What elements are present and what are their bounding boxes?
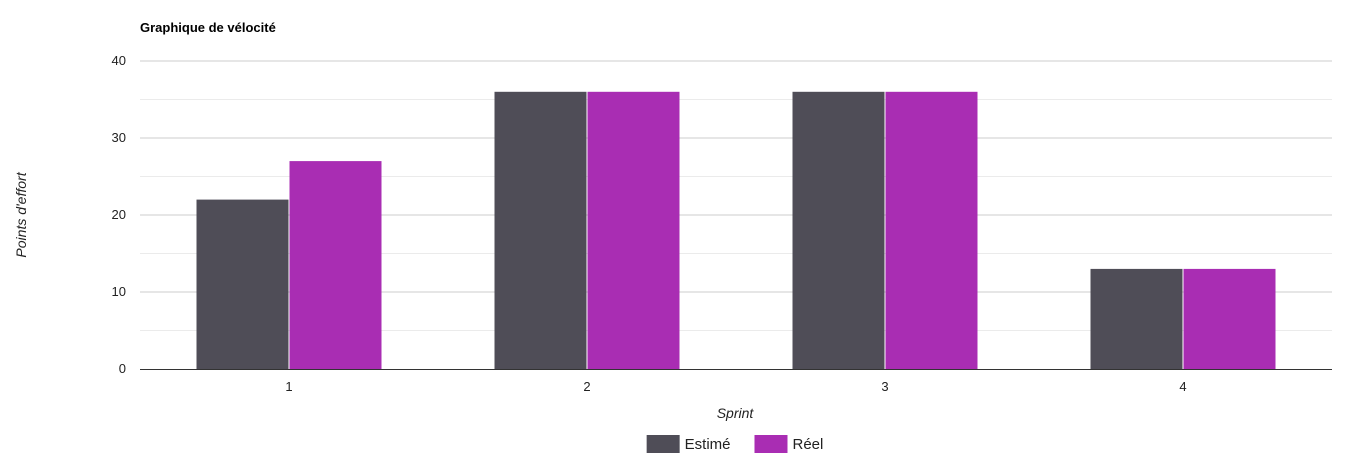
x-axis-ticks: 1 2 3 4 xyxy=(285,379,1186,394)
legend-swatch xyxy=(646,435,680,453)
legend-label: Estimé xyxy=(685,436,731,453)
x-axis-label: Sprint xyxy=(717,405,755,421)
chart-title: Graphique de vélocité xyxy=(140,20,276,35)
y-tick-label: 20 xyxy=(112,207,126,222)
legend-label: Réel xyxy=(792,436,823,453)
bar-reel-sprint-2 xyxy=(587,91,680,370)
y-tick-label: 30 xyxy=(112,130,126,145)
bar-reel-sprint-3 xyxy=(885,91,978,370)
x-tick-label: 3 xyxy=(881,379,888,394)
legend-swatch xyxy=(754,435,788,453)
bar-estime-sprint-4 xyxy=(1090,268,1183,369)
bar-estime-sprint-3 xyxy=(792,91,885,370)
y-axis-label: Points d'effort xyxy=(13,171,29,257)
x-tick-label: 4 xyxy=(1179,379,1186,394)
y-axis-ticks: 0 10 20 30 40 xyxy=(112,53,126,376)
y-tick-label: 40 xyxy=(112,53,126,68)
x-tick-label: 2 xyxy=(583,379,590,394)
y-tick-label: 10 xyxy=(112,284,126,299)
bar-estime-sprint-2 xyxy=(494,91,587,370)
bar-reel-sprint-4 xyxy=(1183,268,1276,369)
x-tick-label: 1 xyxy=(285,379,292,394)
legend: Estimé Réel xyxy=(646,435,823,453)
bars xyxy=(196,91,1276,370)
y-tick-label: 0 xyxy=(119,361,126,376)
bar-estime-sprint-1 xyxy=(196,199,289,369)
bar-reel-sprint-1 xyxy=(289,161,382,369)
